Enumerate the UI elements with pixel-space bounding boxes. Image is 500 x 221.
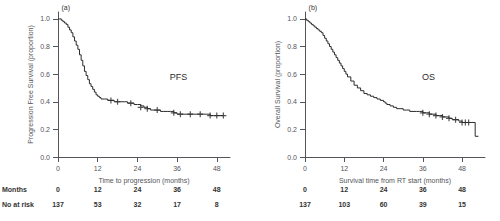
- svg-text:8: 8: [215, 201, 219, 208]
- svg-text:No at risk: No at risk: [2, 201, 34, 208]
- svg-text:36: 36: [419, 186, 427, 193]
- svg-text:24: 24: [380, 165, 388, 172]
- svg-text:39: 39: [419, 201, 427, 208]
- svg-text:0.8: 0.8: [40, 43, 50, 50]
- svg-text:137: 137: [299, 201, 311, 208]
- svg-text:0: 0: [303, 186, 307, 193]
- svg-text:0.0: 0.0: [40, 154, 50, 161]
- svg-text:24: 24: [380, 186, 388, 193]
- svg-text:15: 15: [458, 201, 466, 208]
- svg-text:12: 12: [94, 186, 102, 193]
- svg-text:17: 17: [173, 201, 181, 208]
- svg-text:Time to progression (months): Time to progression (months): [98, 177, 189, 185]
- svg-text:0: 0: [56, 186, 60, 193]
- svg-text:(a): (a): [61, 4, 70, 12]
- svg-text:PFS: PFS: [170, 72, 188, 82]
- svg-text:0.4: 0.4: [40, 98, 50, 105]
- svg-text:24: 24: [133, 186, 141, 193]
- svg-text:0.4: 0.4: [287, 98, 297, 105]
- svg-text:OS: OS: [422, 72, 435, 82]
- svg-text:48: 48: [213, 186, 221, 193]
- svg-text:1.0: 1.0: [287, 15, 297, 22]
- svg-text:48: 48: [458, 165, 466, 172]
- svg-text:0.0: 0.0: [287, 154, 297, 161]
- svg-text:12: 12: [340, 165, 348, 172]
- svg-text:137: 137: [52, 201, 64, 208]
- svg-text:32: 32: [133, 201, 141, 208]
- svg-text:0.8: 0.8: [287, 43, 297, 50]
- svg-text:103: 103: [338, 201, 350, 208]
- svg-text:Survival time from RT start (m: Survival time from RT start (months): [339, 177, 451, 185]
- svg-text:Progression Free Survival (pro: Progression Free Survival (proportion): [27, 25, 35, 144]
- svg-text:1.0: 1.0: [40, 15, 50, 22]
- svg-text:60: 60: [380, 201, 388, 208]
- svg-text:0.6: 0.6: [287, 71, 297, 78]
- svg-text:36: 36: [173, 186, 181, 193]
- svg-text:0: 0: [303, 165, 307, 172]
- svg-text:(b): (b): [309, 4, 318, 12]
- svg-text:Months: Months: [2, 186, 27, 193]
- svg-text:48: 48: [213, 165, 221, 172]
- svg-text:12: 12: [340, 186, 348, 193]
- svg-text:0.6: 0.6: [40, 71, 50, 78]
- svg-text:36: 36: [173, 165, 181, 172]
- svg-text:0.2: 0.2: [40, 126, 50, 133]
- svg-text:24: 24: [133, 165, 141, 172]
- svg-text:0.2: 0.2: [287, 126, 297, 133]
- svg-text:36: 36: [419, 165, 427, 172]
- svg-text:12: 12: [94, 165, 102, 172]
- svg-text:53: 53: [94, 201, 102, 208]
- svg-text:0: 0: [56, 165, 60, 172]
- svg-text:48: 48: [458, 186, 466, 193]
- svg-text:Overall Survival (proportion): Overall Survival (proportion): [274, 41, 282, 128]
